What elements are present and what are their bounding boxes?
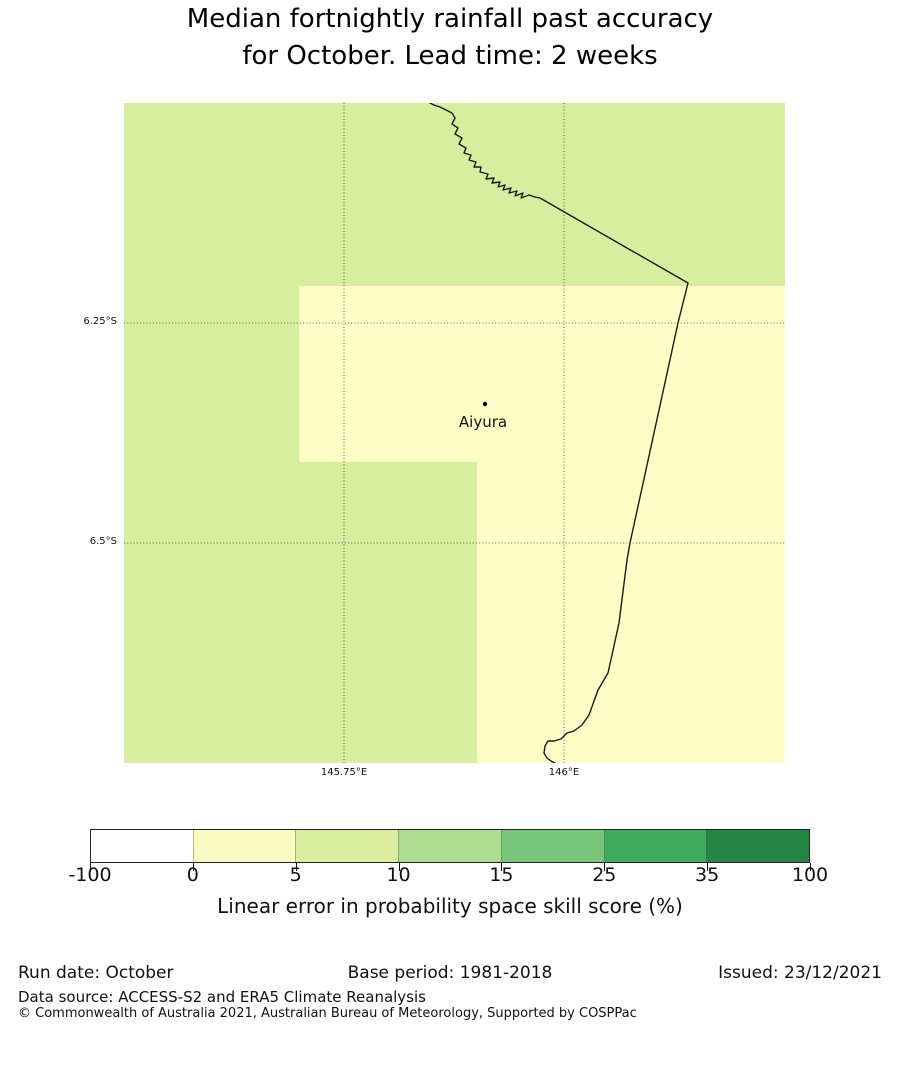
colorbar-tick <box>810 863 811 871</box>
coastline-path <box>429 103 689 763</box>
xtick-label: 145.75°E <box>320 767 368 778</box>
data-source-text: Data source: ACCESS-S2 and ERA5 Climate … <box>18 988 426 1006</box>
colorbar-tick <box>192 863 194 871</box>
colorbar-title: Linear error in probability space skill … <box>217 894 683 918</box>
xtick-label: 146°E <box>548 767 580 778</box>
longitude-tick-labels: 145.75°E 146°E <box>124 767 785 781</box>
figure-title-line2: for October. Lead time: 2 weeks <box>242 41 658 71</box>
map-region-skill-0-5 <box>299 286 785 763</box>
run-date-text: Run date: October <box>18 963 174 983</box>
colorbar-segment <box>500 830 604 862</box>
colorbar-segment <box>192 830 296 862</box>
station-marker <box>482 401 488 407</box>
ytick-label: 6.5°S <box>89 536 117 547</box>
base-period-text: Base period: 1981-2018 <box>347 963 553 983</box>
colorbar-tick-label: 15 <box>489 864 514 886</box>
colorbar-tick <box>398 863 400 871</box>
colorbar-tick <box>90 863 91 871</box>
map-gridlines <box>124 103 785 763</box>
colorbar-tick-label: 35 <box>695 864 720 886</box>
colorbar-tick <box>707 863 709 871</box>
issued-date-text: Issued: 23/12/2021 <box>718 963 882 983</box>
colorbar-ticks <box>90 863 811 872</box>
copyright-text: © Commonwealth of Australia 2021, Austra… <box>18 1006 637 1021</box>
figure-title: Median fortnightly rainfall past accurac… <box>0 1 900 75</box>
colorbar-tick <box>604 863 606 871</box>
map-canvas <box>124 103 785 763</box>
colorbar-segment <box>91 830 193 862</box>
colorbar-tick-label: 10 <box>386 864 411 886</box>
colorbar-segment <box>706 830 810 862</box>
figure-title-line1: Median fortnightly rainfall past accurac… <box>186 4 714 34</box>
station-label: Aiyura <box>458 413 508 431</box>
colorbar-segment <box>398 830 501 862</box>
colorbar-tick-label: 100 <box>791 864 829 886</box>
footer-meta-row: Run date: October Base period: 1981-2018… <box>0 963 900 985</box>
colorbar-tick-label: -100 <box>68 864 112 886</box>
colorbar-segment <box>603 830 707 862</box>
colorbar-tick-label: 5 <box>289 864 302 886</box>
colorbar-tick-labels: -100 0 5 10 15 25 35 100 <box>68 864 828 888</box>
colorbar <box>90 829 810 863</box>
colorbar-tick-label: 25 <box>592 864 617 886</box>
colorbar-tick <box>295 863 297 871</box>
ytick-label: 6.25°S <box>83 316 117 327</box>
colorbar-segment <box>295 830 399 862</box>
colorbar-tick-label: 0 <box>186 864 199 886</box>
colorbar-tick <box>501 863 503 871</box>
map-panel: Aiyura <box>124 103 785 763</box>
